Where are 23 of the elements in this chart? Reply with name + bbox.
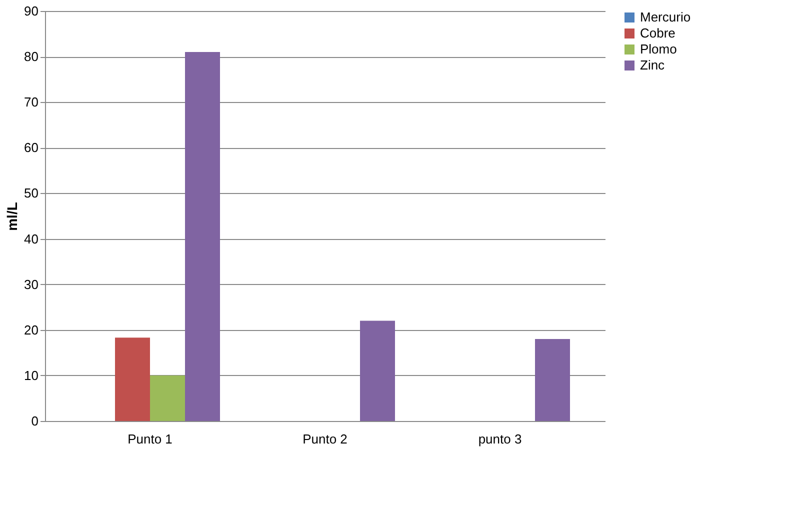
bar [535, 339, 570, 421]
x-tick-label: punto 3 [478, 432, 522, 446]
y-tick-label: 70 [24, 94, 38, 110]
y-tick-label: 20 [24, 322, 38, 338]
y-tick-label: 40 [24, 231, 38, 246]
y-tick-label: 80 [24, 49, 38, 64]
bar [115, 338, 150, 421]
y-tick-label: 0 [31, 414, 38, 428]
y-tick-label: 60 [24, 140, 38, 156]
legend-label: Mercurio [640, 10, 691, 24]
legend-label: Plomo [640, 42, 677, 56]
y-axis-title: ml/L [4, 202, 20, 231]
y-tick-label: 30 [24, 276, 38, 292]
bar [360, 320, 395, 421]
y-tick-label: 50 [24, 186, 38, 201]
bar [150, 375, 185, 421]
bar [185, 52, 220, 421]
legend-label: Zinc [640, 58, 666, 72]
x-tick-label: Punto 1 [128, 432, 172, 446]
x-tick-label: Punto 2 [302, 432, 348, 446]
y-tick-label: 90 [24, 4, 38, 18]
y-tick-label: 10 [24, 368, 38, 383]
legend-label: Cobre [640, 26, 676, 40]
